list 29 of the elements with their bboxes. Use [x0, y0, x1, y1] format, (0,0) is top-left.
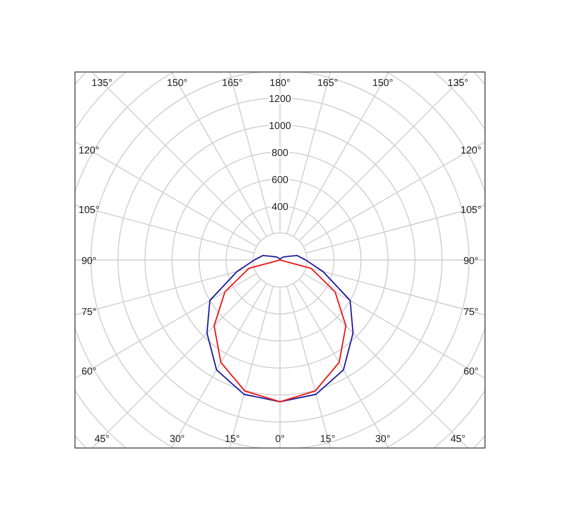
spoke-label: 0° — [275, 434, 285, 445]
y-tick-label: 400 — [272, 202, 289, 213]
spoke-label: 45° — [94, 434, 110, 445]
spoke-label: 105° — [78, 204, 100, 216]
spoke-label: 75° — [463, 307, 479, 318]
spoke-label: 150° — [166, 78, 188, 89]
spoke-label: 120° — [460, 146, 482, 157]
y-tick-label: 1200 — [268, 94, 292, 105]
spoke-label: 180° — [270, 78, 290, 89]
spoke-label: 120° — [78, 146, 100, 157]
y-tick-label: 1000 — [268, 121, 292, 132]
spoke-label: 75° — [81, 307, 97, 318]
spoke-label: 60° — [81, 366, 97, 378]
spoke-label: 105° — [460, 204, 482, 216]
spoke-label: 30° — [375, 434, 390, 445]
spoke-label: 45° — [450, 434, 466, 445]
spoke-label: 30° — [170, 434, 185, 445]
y-tick-label: 800 — [272, 148, 289, 159]
spoke-label: 150° — [372, 78, 394, 89]
spoke-label: 15° — [224, 434, 240, 445]
spoke-label: 15° — [320, 434, 336, 445]
spoke-label: 135° — [92, 78, 112, 89]
spoke-label: 60° — [463, 366, 479, 378]
y-tick-label: 600 — [272, 175, 289, 186]
spoke-label: 165° — [317, 78, 338, 89]
spoke-label: 90° — [81, 256, 97, 267]
spoke-label: 165° — [222, 78, 243, 89]
spoke-label: 135° — [448, 78, 468, 89]
spoke-label: 90° — [463, 256, 479, 267]
